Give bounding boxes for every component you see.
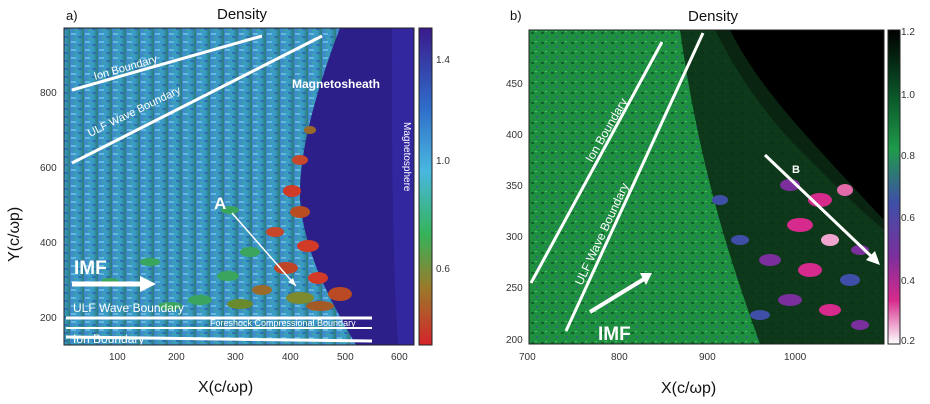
panel-a-x-tick: 200 (168, 352, 185, 363)
panel-a-colorbar (418, 27, 433, 346)
panel-b-y-tick: 400 (506, 130, 523, 141)
panel-a-a-arrow (231, 212, 297, 287)
panel-b-colorbar (887, 29, 901, 345)
panel-a-label: a) (66, 8, 78, 23)
panel-b-ulf-boundary-line (564, 32, 705, 332)
panel-b-x-tick: 800 (611, 352, 628, 363)
panel-a-x-tick: 600 (391, 352, 408, 363)
panel-b-label: b) (510, 8, 522, 23)
panel-b-x-tick: 700 (519, 352, 536, 363)
panel-a-ion-bottom-label: Ion Boundary (73, 332, 144, 346)
panel-a-colorbar-tick: 0.6 (436, 264, 450, 275)
panel-b-y-tick: 200 (506, 335, 523, 346)
panel-a-x-tick: 300 (227, 352, 244, 363)
panel-b-colorbar-tick: 1.2 (901, 27, 915, 38)
panel-a-a-marker: A (214, 194, 226, 213)
panel-b-colorbar-tick: 1.0 (901, 90, 915, 101)
panel-a-imf-arrow (72, 276, 156, 292)
panel-a-magnetosphere-label: Magnetosphere (401, 122, 412, 192)
panel-a-x-tick: 400 (282, 352, 299, 363)
panel-b-y-tick: 300 (506, 232, 523, 243)
panel-b-title: Density (688, 8, 739, 25)
panel-a-x-tick: 100 (109, 352, 126, 363)
panel-a-colorbar-tick: 1.0 (436, 156, 450, 167)
panel-a-ulf-boundary-line (71, 34, 323, 165)
panel-a-ulf-bottom-label: ULF Wave Boundary (73, 301, 184, 315)
panel-a-compressions (101, 126, 352, 311)
panel-a-y-tick: 600 (40, 163, 57, 174)
panel-a-ion-boundary-line (71, 34, 263, 92)
panel-b-b-arrow (763, 153, 880, 265)
panel-a-magnetosheath-label: Magnetosheath (292, 77, 380, 91)
panel-b-colorbar-tick: 0.2 (901, 336, 915, 347)
panel-a-x-tick: 500 (337, 352, 354, 363)
panel-a-plot: Ion Boundary ULF Wave Boundary Magnetosh… (63, 27, 415, 346)
panel-b-x-tick: 1000 (784, 352, 807, 363)
panel-b-imf-arrow (588, 273, 652, 314)
panel-b-colorbar-tick: 0.4 (901, 276, 915, 287)
panel-b-y-tick: 450 (506, 79, 523, 90)
panel-b-b-marker: B (792, 164, 800, 176)
panel-a-ion-bottom-line (65, 335, 373, 343)
panel-b-x-tick: 900 (699, 352, 716, 363)
panel-b-imf-label: IMF (598, 324, 631, 345)
panel-b-y-tick: 250 (506, 283, 523, 294)
panel-a-foreshock-label: Foreshock Compressional Boundary (210, 318, 356, 328)
panel-b-colorbar-tick: 0.6 (901, 213, 915, 224)
panel-a-title: Density (217, 6, 268, 23)
panel-b-ion-boundary-line (529, 41, 664, 284)
panel-a-colorbar-tick: 1.4 (436, 55, 450, 66)
panel-b-colorbar-tick: 0.8 (901, 151, 915, 162)
panel-b-plot: Ion Boundary ULF Wave Boundary B IMF (528, 29, 885, 345)
panel-a-y-tick: 200 (40, 313, 57, 324)
panel-a-imf-label: IMF (74, 258, 107, 279)
panel-a-y-tick: 400 (40, 238, 57, 249)
panel-b-y-tick: 350 (506, 181, 523, 192)
panel-a-y-tick: 800 (40, 88, 57, 99)
panel-b-density-blobs (712, 179, 869, 330)
panel-b-x-axis-label: X(c/ωp) (661, 380, 717, 397)
panel-a-x-axis-label: X(c/ωp) (198, 379, 254, 396)
